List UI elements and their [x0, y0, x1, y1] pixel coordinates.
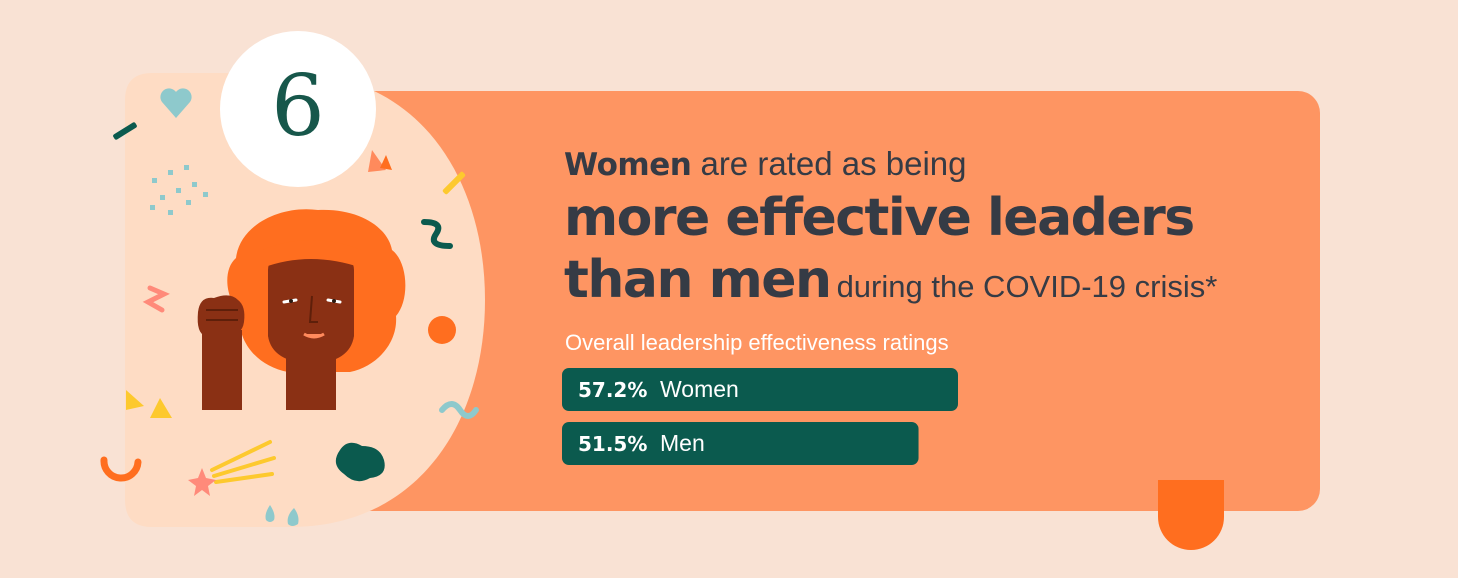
step-number-badge: 6 [220, 31, 376, 187]
headline-big-2: than men [564, 250, 832, 310]
chart-title: Overall leadership effectiveness ratings [565, 330, 949, 355]
headline-tail: during the COVID-19 crisis* [836, 269, 1218, 304]
woman-figure [197, 209, 406, 410]
triangle-icon [150, 398, 172, 418]
headline-big-2-row: than men during the COVID-19 crisis* [564, 249, 1217, 318]
squiggle-icon [421, 219, 453, 249]
headline-lead-rest: are rated as being [691, 145, 967, 182]
squiggle-icon [439, 401, 479, 419]
triangle-icon [126, 390, 144, 410]
blob-icon [335, 442, 385, 482]
shooting-star-icon [210, 440, 276, 484]
drop-icon [287, 508, 299, 526]
confetti-dash-icon [113, 122, 137, 140]
squiggle-icon [142, 285, 170, 313]
step-number: 6 [271, 57, 325, 155]
dot-icon [428, 316, 456, 344]
decorative-blob [1158, 480, 1224, 550]
heart-icon [160, 88, 192, 118]
drop-icon [265, 505, 275, 522]
headline: Women are rated as being more effective … [564, 142, 1217, 318]
triangle-icon [380, 155, 392, 170]
headline-lead: Women are rated as being [564, 142, 1217, 187]
confetti-dash-icon [442, 171, 466, 195]
headline-big-1: more effective leaders [564, 188, 1195, 248]
confetti-dots-icon [150, 165, 208, 215]
star-icon [188, 468, 216, 496]
woman-leader-illustration [100, 73, 485, 527]
headline-lead-bold: Women [564, 147, 692, 183]
arc-icon [100, 456, 142, 482]
